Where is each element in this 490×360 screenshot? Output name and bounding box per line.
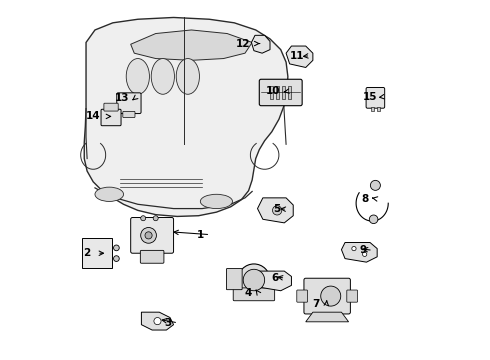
FancyBboxPatch shape xyxy=(297,290,308,302)
Circle shape xyxy=(321,286,341,306)
FancyBboxPatch shape xyxy=(123,111,135,117)
Bar xyxy=(270,86,273,99)
FancyBboxPatch shape xyxy=(259,79,302,106)
Text: 13: 13 xyxy=(114,93,129,103)
Circle shape xyxy=(272,206,282,215)
Text: 10: 10 xyxy=(266,86,281,96)
Circle shape xyxy=(352,247,356,251)
Circle shape xyxy=(370,180,380,190)
Ellipse shape xyxy=(176,59,199,94)
Text: 2: 2 xyxy=(83,248,91,258)
Polygon shape xyxy=(258,198,293,223)
FancyBboxPatch shape xyxy=(101,109,121,126)
Text: 14: 14 xyxy=(86,111,100,121)
Polygon shape xyxy=(306,312,348,322)
Circle shape xyxy=(145,232,152,239)
Polygon shape xyxy=(254,271,292,291)
Text: 7: 7 xyxy=(313,299,320,309)
Circle shape xyxy=(243,269,265,291)
Circle shape xyxy=(153,216,158,221)
Circle shape xyxy=(141,216,146,221)
FancyBboxPatch shape xyxy=(226,269,242,290)
Bar xyxy=(377,107,380,111)
Ellipse shape xyxy=(200,194,232,208)
FancyBboxPatch shape xyxy=(140,250,164,263)
Text: 6: 6 xyxy=(271,273,279,283)
Bar xyxy=(288,86,291,99)
FancyBboxPatch shape xyxy=(233,288,275,301)
Ellipse shape xyxy=(151,59,174,94)
Ellipse shape xyxy=(126,59,149,94)
Polygon shape xyxy=(342,243,377,262)
Circle shape xyxy=(154,318,161,325)
Polygon shape xyxy=(251,35,270,53)
Circle shape xyxy=(114,256,119,261)
Text: 1: 1 xyxy=(196,230,204,240)
Circle shape xyxy=(238,264,270,296)
Text: 3: 3 xyxy=(165,318,172,328)
Polygon shape xyxy=(142,312,173,330)
PathPatch shape xyxy=(84,18,288,216)
Bar xyxy=(276,86,279,99)
Ellipse shape xyxy=(95,187,123,202)
FancyBboxPatch shape xyxy=(304,278,350,314)
FancyBboxPatch shape xyxy=(82,238,112,268)
Text: 11: 11 xyxy=(290,51,304,61)
Bar xyxy=(371,107,373,111)
Text: 4: 4 xyxy=(244,288,251,297)
Text: 15: 15 xyxy=(363,92,377,102)
Circle shape xyxy=(363,252,367,256)
FancyBboxPatch shape xyxy=(104,103,118,111)
Polygon shape xyxy=(286,46,313,67)
FancyBboxPatch shape xyxy=(347,290,358,302)
Circle shape xyxy=(369,215,378,224)
Text: 9: 9 xyxy=(359,246,367,255)
FancyBboxPatch shape xyxy=(117,93,141,113)
Text: 8: 8 xyxy=(362,194,369,203)
Text: 12: 12 xyxy=(236,39,250,49)
PathPatch shape xyxy=(131,30,252,60)
Text: 5: 5 xyxy=(273,204,281,214)
Circle shape xyxy=(114,245,119,251)
FancyBboxPatch shape xyxy=(366,87,385,108)
Bar xyxy=(282,86,285,99)
FancyBboxPatch shape xyxy=(131,217,173,253)
Circle shape xyxy=(141,228,156,243)
